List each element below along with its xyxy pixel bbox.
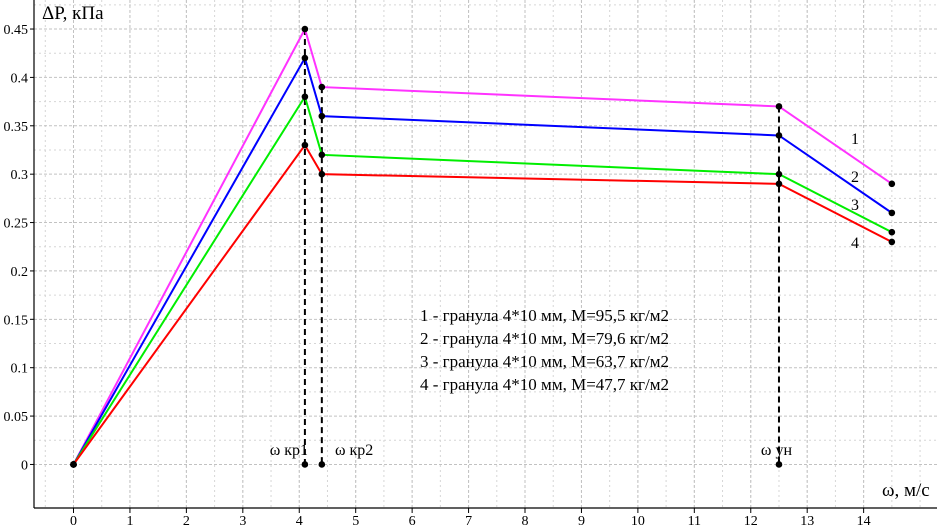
data-point bbox=[888, 180, 896, 188]
x-tick-label: 10 bbox=[631, 514, 645, 529]
x-tick-label: 12 bbox=[744, 514, 758, 529]
data-point bbox=[318, 170, 326, 178]
y-tick-label: 0.1 bbox=[11, 362, 29, 377]
data-point bbox=[888, 238, 896, 246]
series-labels: 1 2 3 4 bbox=[851, 131, 859, 252]
data-point bbox=[775, 170, 783, 178]
x-tick-label: 4 bbox=[296, 514, 303, 529]
legend-entry-4: 4 - гранула 4*10 мм, М=47,7 кг/м2 bbox=[420, 375, 669, 394]
data-point bbox=[301, 461, 309, 468]
legend-entry-1: 1 - гранула 4*10 мм, М=95,5 кг/м2 bbox=[420, 306, 669, 325]
data-point bbox=[318, 112, 326, 120]
legend: 1 - гранула 4*10 мм, М=95,5 кг/м2 2 - гр… bbox=[420, 306, 669, 394]
data-point bbox=[301, 25, 309, 33]
data-point bbox=[775, 180, 783, 188]
marker-labels: ω кр1 ω кр2 ω ун bbox=[270, 442, 793, 459]
y-tick-label: 0.2 bbox=[11, 265, 29, 280]
x-tick-label: 6 bbox=[409, 514, 416, 529]
y-tick-label: 0.05 bbox=[4, 410, 29, 425]
y-tick-label: 0.3 bbox=[11, 168, 29, 183]
x-tick-label: 1 bbox=[126, 514, 133, 529]
legend-entry-3: 3 - гранула 4*10 мм, М=63,7 кг/м2 bbox=[420, 352, 669, 371]
y-tick-label: 0.25 bbox=[4, 217, 29, 232]
x-tick-label: 11 bbox=[688, 514, 701, 529]
data-point bbox=[301, 54, 309, 62]
x-tick-label: 14 bbox=[857, 514, 871, 529]
series-label-4: 4 bbox=[851, 235, 859, 252]
data-point bbox=[318, 151, 326, 159]
data-point bbox=[888, 228, 896, 236]
x-tick-label: 8 bbox=[522, 514, 529, 529]
x-axis-title: ω, м/с bbox=[882, 480, 930, 501]
data-point bbox=[888, 209, 896, 217]
x-tick-label: 13 bbox=[800, 514, 814, 529]
x-tick-label: 5 bbox=[352, 514, 359, 529]
marker-label-kr2: ω кр2 bbox=[335, 442, 373, 459]
series-label-1: 1 bbox=[851, 131, 859, 148]
data-point bbox=[70, 461, 77, 468]
y-axis-title: ΔP, кПа bbox=[42, 3, 104, 24]
y-tick-label: 0 bbox=[21, 458, 28, 473]
x-tick-label: 3 bbox=[239, 514, 246, 529]
y-tick-label: 0.35 bbox=[4, 120, 29, 135]
data-point bbox=[318, 83, 326, 91]
data-point bbox=[775, 461, 783, 468]
y-tick-label: 0.15 bbox=[4, 313, 29, 328]
y-tick-label: 0.4 bbox=[11, 71, 29, 86]
data-point bbox=[318, 461, 326, 468]
legend-entry-2: 2 - гранула 4*10 мм, М=79,6 кг/м2 bbox=[420, 329, 669, 348]
data-point bbox=[301, 93, 309, 101]
x-tick-label: 0 bbox=[70, 514, 77, 529]
x-tick-label: 7 bbox=[465, 514, 472, 529]
marker-label-kr1: ω кр1 bbox=[270, 442, 308, 459]
data-point bbox=[301, 141, 309, 149]
series-label-2: 2 bbox=[851, 169, 859, 186]
marker-label-un: ω ун bbox=[761, 442, 793, 459]
x-tick-label: 2 bbox=[183, 514, 190, 529]
data-point bbox=[775, 103, 783, 110]
series-label-3: 3 bbox=[851, 197, 859, 214]
data-point bbox=[775, 132, 783, 139]
y-tick-label: 0.45 bbox=[4, 23, 29, 38]
x-tick-label: 9 bbox=[578, 514, 585, 529]
